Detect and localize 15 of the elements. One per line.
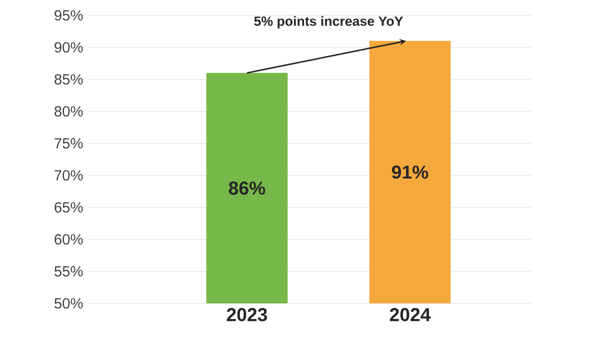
y-tick-label: 50% <box>54 298 83 309</box>
y-tick-label: 75% <box>54 138 83 148</box>
x-tick-label: 2024 <box>390 308 431 322</box>
data-label: 86% <box>228 182 266 195</box>
annotation: 5% points increase YoY <box>254 16 403 29</box>
data-label: 91% <box>392 166 428 179</box>
y-tick-label: 60% <box>54 234 83 245</box>
x-tick-label: 2023 <box>226 308 268 322</box>
y-tick-label: 55% <box>54 266 83 276</box>
y-tick-label: 85% <box>54 74 83 85</box>
y-tick-label: 95% <box>54 10 83 21</box>
y-tick-label: 65% <box>54 202 83 213</box>
y-tick-label: 80% <box>54 106 83 117</box>
y-tick-label: 90% <box>54 42 83 53</box>
y-tick-label: 70% <box>54 170 83 181</box>
